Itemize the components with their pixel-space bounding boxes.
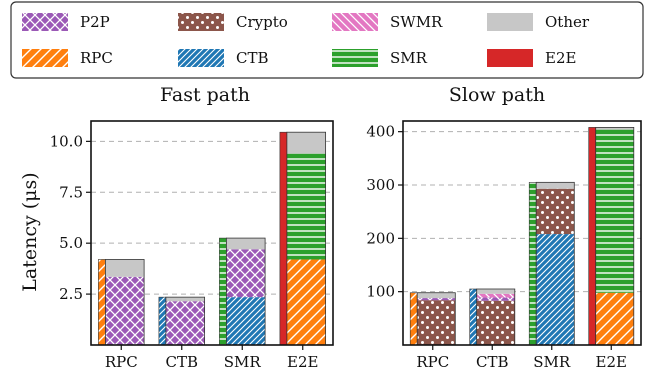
- slow-path-xtick-label: RPC: [416, 353, 449, 371]
- fast-path-bar-rpc-other: [105, 259, 145, 277]
- slow-path-bar-ctb-swmr: [476, 293, 515, 298]
- fast-path-ytick-label: 5.0: [59, 234, 83, 252]
- slow-path-bar-rpc-crypto: [417, 300, 456, 345]
- fast-path-bar-e2e-rpc: [286, 259, 326, 345]
- legend-label-e2e: E2E: [545, 49, 576, 67]
- y-axis-label: Latency (μs): [19, 172, 41, 291]
- fast-path-bar-rpc-total: [98, 259, 106, 346]
- fast-path-bar-smr-ctb: [226, 297, 266, 345]
- legend-swatch-crypto: [178, 13, 224, 31]
- slow-path-plot: 100 200 300 400 RPC CTB SMR E2E: [366, 120, 642, 371]
- slow-path-bar-smr-other: [536, 182, 575, 189]
- legend-swatch-e2e: [487, 49, 533, 67]
- fast-path-bar-e2e-other: [286, 132, 326, 154]
- slow-path-bar-rpc-total: [409, 292, 418, 346]
- slow-path-bar-rpc-p2p: [417, 298, 456, 301]
- fast-path-panel: Fast path 2.5 5.0 7.5 10.0 RPC CTB SMR E2E: [50, 84, 334, 371]
- slow-path-bar-rpc-other: [417, 292, 456, 299]
- fast-path-bar-ctb-other: [165, 297, 205, 302]
- slow-path-bar-e2e-total: [588, 127, 597, 346]
- slow-path-xtick-label: SMR: [533, 353, 571, 371]
- slow-path-bar-ctb-p2p: [476, 297, 515, 301]
- slow-path-bar-smr-total: [528, 182, 537, 346]
- fast-path-bar-smr-other: [226, 238, 266, 250]
- legend-swatch-smr: [332, 49, 378, 67]
- legend-swatch-swmr: [332, 13, 378, 31]
- legend-label-ctb: CTB: [236, 49, 269, 67]
- fast-path-frame: [90, 120, 334, 346]
- fast-path-bar-ctb-p2p: [165, 301, 205, 345]
- fast-path-xtick-label: RPC: [105, 353, 138, 371]
- slow-path-ytick-label: 300: [366, 176, 395, 194]
- slow-path-xtick-label: CTB: [476, 353, 509, 371]
- slow-path-bar-smr-crypto: [536, 188, 575, 235]
- fast-path-plot: 2.5 5.0 7.5 10.0 RPC CTB SMR E2E: [50, 120, 334, 371]
- fast-path-bar-smr-total: [219, 237, 227, 346]
- legend-label-p2p: P2P: [80, 13, 110, 31]
- slow-path-ytick-label: 400: [366, 123, 395, 141]
- slow-path-title: Slow path: [449, 84, 545, 106]
- fast-path-xtick-label: CTB: [165, 353, 198, 371]
- slow-path-xtick-label: E2E: [596, 353, 627, 371]
- fast-path-xtick-label: SMR: [224, 353, 262, 371]
- legend-swatch-rpc: [22, 49, 68, 67]
- fast-path-ytick-label: 7.5: [59, 183, 83, 201]
- legend-swatch-ctb: [178, 49, 224, 67]
- fast-path-bar-e2e-total: [279, 131, 288, 346]
- legend-swatch-other: [487, 13, 533, 31]
- fast-path-title: Fast path: [160, 84, 250, 106]
- fast-path-bar-ctb-total: [158, 296, 167, 346]
- slow-path-bar-ctb-total: [469, 288, 478, 346]
- slow-path-ytick-label: 100: [366, 283, 395, 301]
- legend-label-smr: SMR: [390, 49, 428, 67]
- fast-path-xtick-label: E2E: [287, 353, 318, 371]
- fast-path-bar-rpc-p2p: [105, 276, 145, 345]
- fast-path-bar-e2e-smr: [286, 153, 326, 260]
- legend-swatch-p2p: [22, 13, 68, 31]
- slow-path-bar-ctb-crypto: [476, 300, 515, 345]
- legend-box: [10, 1, 644, 79]
- slow-path-ytick-label: 200: [366, 229, 395, 247]
- slow-path-bar-e2e-smr: [595, 129, 634, 293]
- legend-label-swmr: SWMR: [390, 13, 443, 31]
- slow-path-bar-e2e-rpc: [595, 292, 634, 345]
- legend-label-crypto: Crypto: [236, 13, 288, 31]
- slow-path-bar-smr-ctb: [536, 234, 575, 345]
- fast-path-bar-smr-p2p: [226, 249, 266, 298]
- legend: P2P Crypto SWMR Other RPC CTB SMR E2E: [22, 13, 590, 67]
- slow-path-panel: Slow path 100 200 300 400 RPC CTB SMR E2E: [366, 84, 642, 371]
- slow-path-bar-e2e-other: [595, 127, 634, 130]
- slow-path-bar-ctb-other: [476, 289, 515, 294]
- fast-path-ytick-label: 2.5: [59, 285, 83, 303]
- slow-path-frame: [402, 120, 642, 346]
- fast-path-ytick-label: 10.0: [50, 132, 83, 150]
- legend-label-other: Other: [545, 13, 590, 31]
- legend-label-rpc: RPC: [80, 49, 113, 67]
